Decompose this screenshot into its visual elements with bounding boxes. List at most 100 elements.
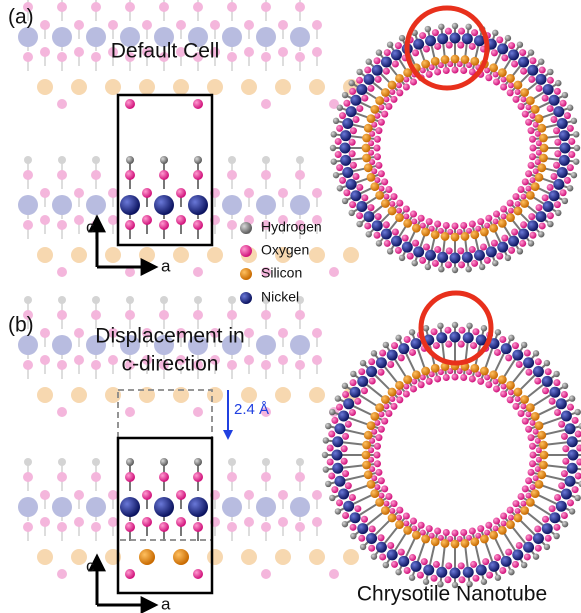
atom <box>410 385 417 392</box>
atom <box>193 99 203 109</box>
atom <box>505 35 511 41</box>
atom <box>335 395 341 401</box>
atom <box>389 508 395 514</box>
atom <box>531 489 540 498</box>
atom <box>535 358 542 365</box>
atom <box>357 376 368 387</box>
atom <box>446 247 453 254</box>
atom <box>278 517 288 527</box>
atom <box>57 407 67 417</box>
atom <box>493 211 500 218</box>
atom <box>485 74 492 81</box>
atom <box>362 154 371 163</box>
atom <box>57 522 67 532</box>
atom <box>485 381 492 388</box>
atom <box>511 60 518 67</box>
atom <box>374 232 381 239</box>
atom <box>526 104 532 110</box>
atom <box>521 501 527 507</box>
atom <box>470 364 479 373</box>
atom <box>528 162 535 169</box>
atom <box>391 403 398 410</box>
atom <box>57 2 67 12</box>
atom <box>194 296 202 304</box>
atom <box>472 575 479 582</box>
atom <box>410 518 417 525</box>
atom <box>356 105 363 112</box>
atom <box>244 328 254 338</box>
atom <box>539 441 548 450</box>
atom <box>378 411 384 417</box>
atom <box>533 366 544 377</box>
atom <box>529 57 536 64</box>
atom <box>501 383 507 389</box>
atom <box>40 355 50 365</box>
atom <box>505 354 512 361</box>
atom <box>362 441 371 450</box>
atom <box>426 218 433 225</box>
atom <box>350 127 357 134</box>
atom <box>403 383 409 389</box>
atom <box>477 378 484 385</box>
atom <box>57 360 67 370</box>
atom <box>108 20 118 30</box>
atom <box>342 92 348 98</box>
atom <box>537 470 546 479</box>
atom <box>295 522 305 532</box>
atom <box>309 387 325 403</box>
atom <box>549 95 560 106</box>
atom <box>409 349 416 356</box>
atom <box>312 328 322 338</box>
atom <box>261 99 271 109</box>
atom <box>547 105 554 112</box>
atom <box>497 242 508 253</box>
atom <box>383 96 389 102</box>
atom <box>560 143 571 154</box>
atom <box>452 223 459 230</box>
atom <box>470 561 477 568</box>
atom <box>24 296 32 304</box>
atom <box>575 431 581 438</box>
atom <box>403 391 410 398</box>
atom <box>545 368 552 375</box>
atom <box>568 450 579 461</box>
atom <box>407 253 414 260</box>
atom <box>457 42 464 49</box>
atom <box>501 521 507 527</box>
atom <box>514 514 523 523</box>
atom <box>526 403 535 412</box>
atom <box>193 2 203 12</box>
atom <box>125 522 135 532</box>
atom <box>437 252 448 263</box>
atom <box>512 561 519 568</box>
atom <box>262 458 270 466</box>
atom <box>445 28 452 35</box>
atom <box>425 26 431 32</box>
atom <box>40 47 50 57</box>
atom <box>421 535 430 544</box>
atom <box>388 81 397 90</box>
atom <box>486 246 497 257</box>
atom <box>493 219 499 225</box>
atom <box>159 472 169 482</box>
atom <box>173 79 189 95</box>
atom <box>228 156 236 164</box>
atom <box>457 247 464 254</box>
atom <box>309 549 325 565</box>
atom <box>505 255 511 261</box>
atom <box>550 173 557 180</box>
atom <box>523 357 534 368</box>
atom <box>564 177 571 184</box>
atom <box>529 232 536 239</box>
atom <box>385 186 392 193</box>
atom <box>375 76 382 83</box>
atom <box>389 396 395 402</box>
atom <box>459 327 466 334</box>
atom <box>493 385 500 392</box>
atom <box>356 77 363 84</box>
atom <box>125 220 135 230</box>
atom <box>542 95 549 102</box>
atom <box>295 472 305 482</box>
atom <box>74 215 84 225</box>
atom <box>333 172 339 178</box>
